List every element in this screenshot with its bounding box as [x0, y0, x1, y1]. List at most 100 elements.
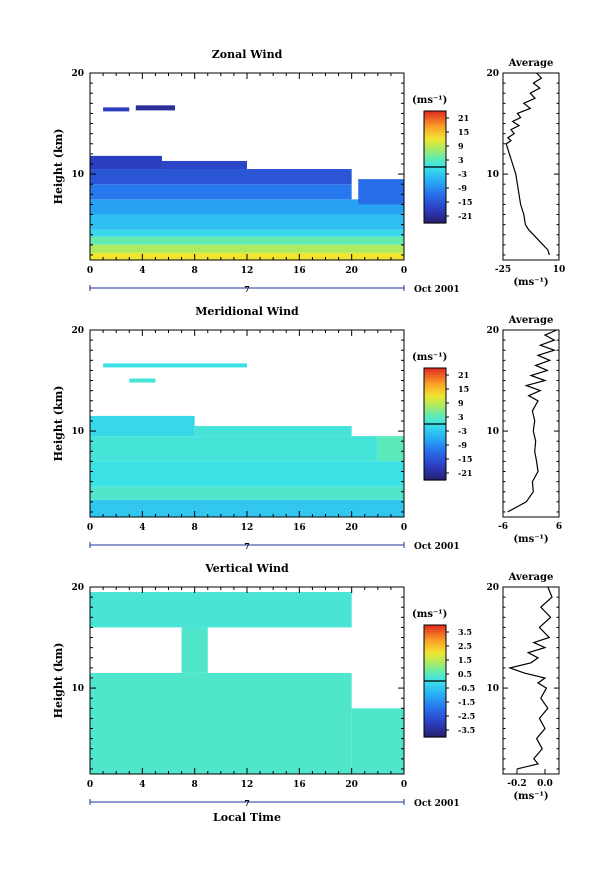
panel-2: Meridional Wind 0 4 8 12 16 20 0 10 20 Height (km)…	[52, 305, 562, 552]
heatmap-cell	[90, 415, 195, 437]
heatmap-cell	[90, 214, 404, 230]
profile-line	[507, 329, 557, 513]
profile-title: Average	[508, 58, 554, 69]
heatmap-cell	[90, 592, 352, 628]
colorbar-tick-label: -15	[458, 197, 472, 207]
profile-y-tick-label: 20	[486, 326, 499, 336]
colorbar-tick-label: -15	[458, 454, 472, 464]
colorbar-unit: (ms⁻¹)	[412, 95, 447, 106]
x-tick-label: 20	[345, 266, 358, 276]
panel-title: Vertical Wind	[204, 562, 289, 575]
heatmap-cell	[90, 436, 378, 462]
heatmap-cell	[90, 169, 352, 185]
x-tick-label: 4	[139, 780, 145, 790]
x-tick-label: 12	[241, 523, 254, 533]
colorbar-tick-label: -2.5	[458, 711, 475, 721]
heatmap-cell	[358, 179, 404, 205]
profile-y-tick-label: 10	[486, 684, 499, 694]
heatmap-cell	[129, 378, 156, 383]
heatmap-cell	[90, 184, 352, 200]
profile-y-tick-label: 10	[486, 170, 499, 180]
x-tick-label: 4	[139, 266, 145, 276]
profile-x-tick-label: -25	[495, 265, 511, 275]
x-tick-label: 12	[241, 266, 254, 276]
profile-x-tick-label: -0.2	[507, 779, 526, 789]
heatmap-cell	[194, 426, 352, 437]
y-tick-label: 10	[71, 170, 84, 180]
profile-line	[505, 72, 550, 256]
heatmap-cell	[90, 486, 404, 500]
colorbar-tick-label: 1.5	[458, 655, 472, 665]
colorbar-tick-label: 15	[458, 127, 469, 137]
colorbar-tick-label: -1.5	[458, 697, 475, 707]
y-axis-label: Height (km)	[52, 643, 65, 719]
x-tick-label: 8	[192, 523, 198, 533]
heatmap-cell	[103, 363, 247, 368]
heatmap-cell	[90, 244, 404, 253]
colorbar-unit: (ms⁻¹)	[412, 352, 447, 363]
y-axis-label: Height (km)	[52, 386, 65, 462]
heatmap-cell	[90, 236, 404, 245]
colorbar-tick-label: -21	[458, 468, 472, 478]
colorbar-tick-label: 3	[458, 412, 464, 422]
profile-x-tick-label: 6	[556, 522, 562, 532]
colorbar-tick-label: 2.5	[458, 641, 472, 651]
x-tick-label: 16	[293, 523, 306, 533]
profile-frame	[502, 329, 560, 518]
profile-x-axis-label: (ms⁻¹)	[513, 791, 548, 802]
profile-x-axis-label: (ms⁻¹)	[513, 534, 548, 545]
panel-3: Vertical Wind 0 4 8 12 16 20 0 10 20 Height (km) 7 O…	[52, 562, 560, 824]
heatmap-cell	[135, 105, 176, 111]
profile-x-tick-label: 10	[553, 265, 566, 275]
x-tick-label: 0	[401, 780, 407, 790]
colorbar-unit: (ms⁻¹)	[412, 609, 447, 620]
heatmap-cell	[90, 229, 404, 237]
heatmap-cell	[181, 627, 208, 673]
colorbar-tick-label: 9	[458, 398, 464, 408]
x-tick-label: 0	[87, 266, 93, 276]
x-tick-label: 16	[293, 780, 306, 790]
colorbar-tick-label: -0.5	[458, 683, 475, 693]
panel-title: Meridional Wind	[195, 305, 299, 318]
heatmap-cell	[90, 672, 352, 774]
y-axis-label: Height (km)	[52, 129, 65, 205]
x-tick-label: 8	[192, 780, 198, 790]
colorbar-tick-label: -21	[458, 211, 472, 221]
x-tick-label: 0	[87, 523, 93, 533]
colorbar-tick-label: 9	[458, 141, 464, 151]
colorbar-tick-label: 21	[458, 370, 469, 380]
day-label: 7	[244, 798, 250, 808]
profile-x-tick-label: 0.0	[537, 779, 553, 789]
profile-x-axis-label: (ms⁻¹)	[513, 277, 548, 288]
date-label: Oct 2001	[414, 542, 460, 552]
y-tick-label: 20	[71, 69, 84, 79]
colorbar-tick-label: 15	[458, 384, 469, 394]
heatmap-cell	[103, 107, 130, 112]
heatmap-cell	[90, 199, 404, 215]
date-label: Oct 2001	[414, 799, 460, 809]
y-tick-label: 10	[71, 427, 84, 437]
heatmap-cell	[90, 499, 404, 517]
x-tick-label: 20	[345, 780, 358, 790]
x-tick-label: 8	[192, 266, 198, 276]
heatmap-cell	[161, 160, 247, 170]
colorbar-tick-label: -3.5	[458, 725, 475, 735]
colorbar-tick-label: -9	[458, 440, 467, 450]
heatmap-cell	[351, 708, 404, 774]
x-tick-label: 0	[401, 266, 407, 276]
profile-x-tick-label: -6	[498, 522, 508, 532]
colorbar-tick-label: 3.5	[458, 627, 472, 637]
profile-title: Average	[508, 572, 554, 583]
profile-y-tick-label: 20	[486, 69, 499, 79]
colorbar-tick-label: 3	[458, 155, 464, 165]
y-tick-label: 20	[71, 583, 84, 593]
profile-y-tick-label: 20	[486, 583, 499, 593]
x-axis-label: Local Time	[213, 811, 281, 824]
x-tick-label: 16	[293, 266, 306, 276]
profile-y-tick-label: 10	[486, 427, 499, 437]
day-label: 7	[244, 541, 250, 551]
y-tick-label: 10	[71, 684, 84, 694]
x-tick-label: 0	[401, 523, 407, 533]
x-tick-label: 12	[241, 780, 254, 790]
